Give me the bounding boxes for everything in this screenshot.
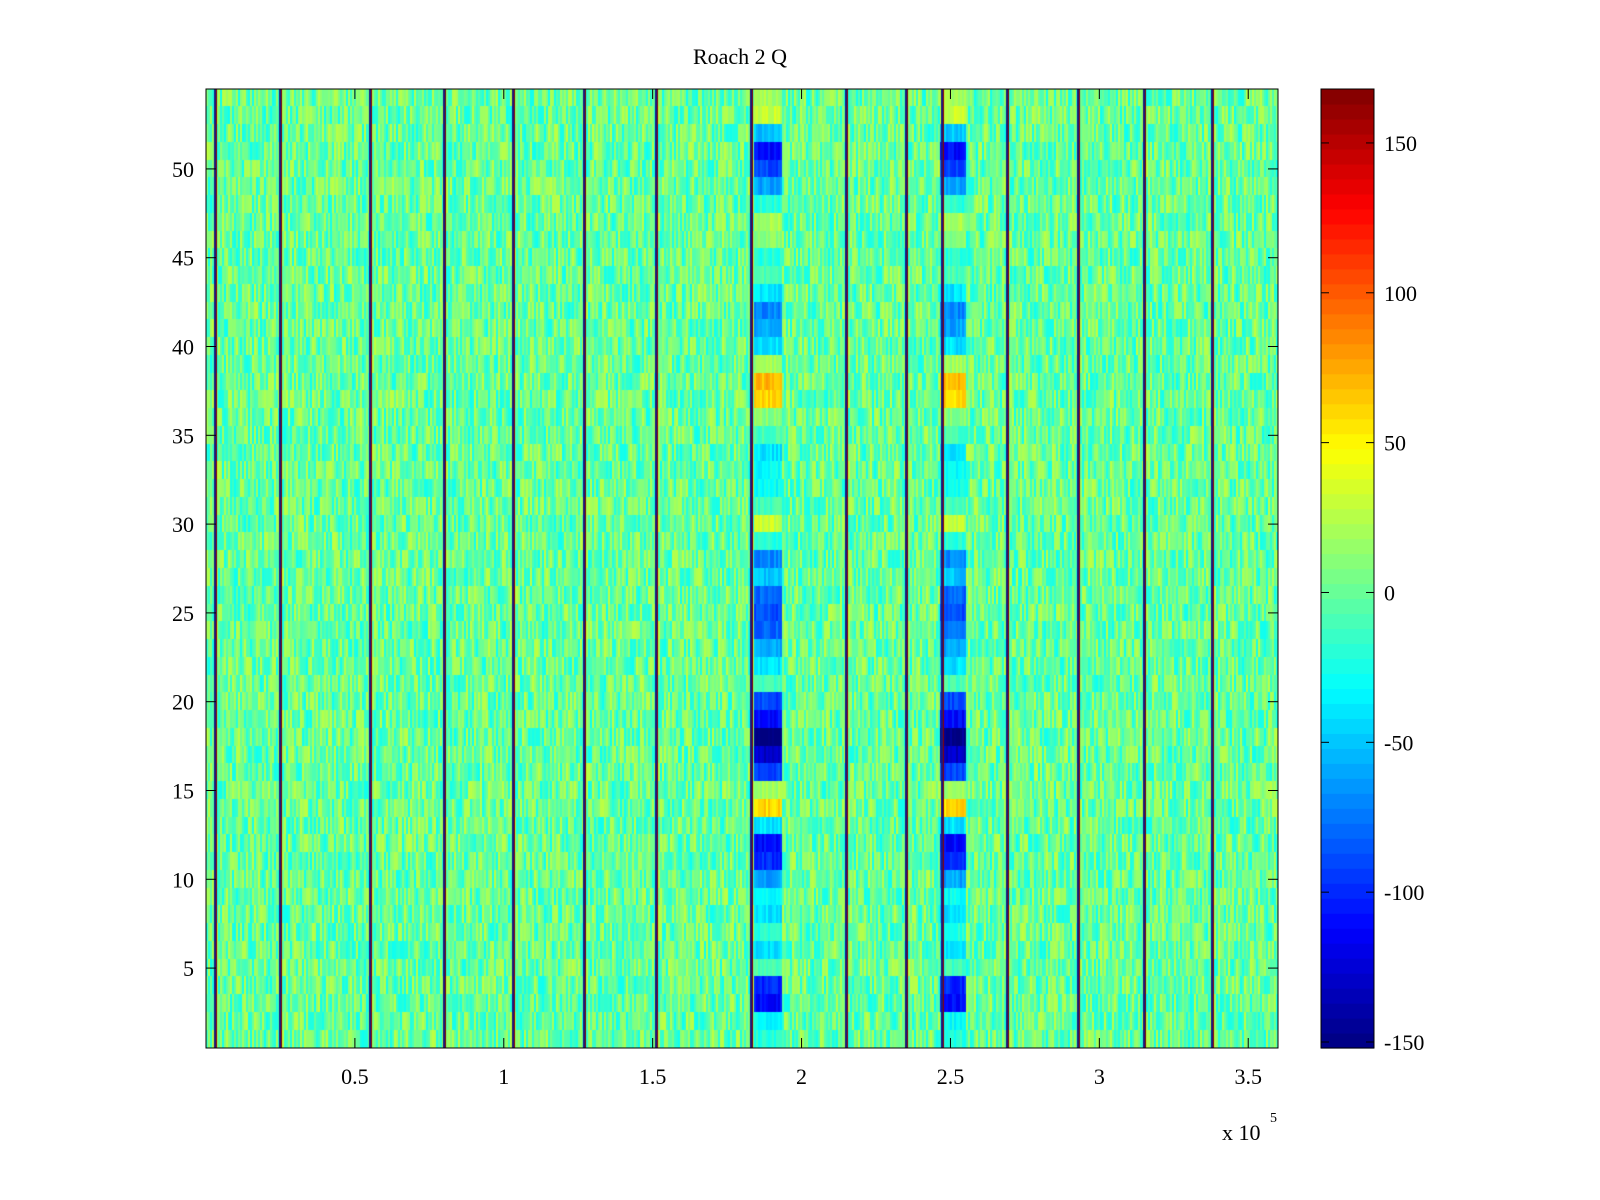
colorbar-segment xyxy=(1321,89,1374,105)
colorbar-segment xyxy=(1321,328,1374,345)
x-axis-exponent-label: x 10 xyxy=(1222,1120,1261,1145)
colorbar-segment xyxy=(1321,913,1374,929)
colorbar-segment xyxy=(1321,373,1374,390)
colorbar-segment xyxy=(1321,178,1374,195)
y-tick-label: 45 xyxy=(172,246,194,271)
colorbar-segment xyxy=(1321,658,1374,674)
colorbar-segment xyxy=(1321,283,1374,300)
x-tick-label: 1.5 xyxy=(639,1064,667,1089)
x-axis: 0.5 1 1.5 2 2.5 3 3.5 xyxy=(341,89,1262,1089)
colorbar-tick-label: 150 xyxy=(1384,131,1417,156)
y-axis: 5 10 15 20 25 30 35 40 45 50 xyxy=(172,157,1278,981)
colorbar-tick-label: 0 xyxy=(1384,580,1395,605)
colorbar-segment xyxy=(1321,958,1374,974)
x-tick-label: 3.5 xyxy=(1234,1064,1262,1089)
colorbar-segment xyxy=(1321,838,1374,854)
colorbar-segment xyxy=(1321,928,1374,944)
heatmap-plot-area xyxy=(205,88,1279,1049)
colorbar-segment xyxy=(1321,418,1374,435)
colorbar-segment xyxy=(1321,238,1374,255)
colorbar-segment xyxy=(1321,403,1374,420)
y-tick-label: 25 xyxy=(172,601,194,626)
colorbar-segment xyxy=(1321,223,1374,240)
colorbar-segment xyxy=(1321,673,1374,689)
colorbar-segment xyxy=(1321,688,1374,704)
colorbar-segment xyxy=(1321,748,1374,764)
colorbar-segment xyxy=(1321,103,1374,120)
colorbar-segment xyxy=(1321,583,1374,600)
colorbar-segment xyxy=(1321,268,1374,285)
colorbar-segment xyxy=(1321,208,1374,225)
colorbar-segment xyxy=(1321,253,1374,270)
colorbar-tick-label: 100 xyxy=(1384,281,1417,306)
colorbar-segment xyxy=(1321,118,1374,135)
colorbar-segment xyxy=(1321,808,1374,824)
y-tick-label: 10 xyxy=(172,867,194,892)
x-tick-label: 3 xyxy=(1094,1064,1105,1089)
colorbar-segment xyxy=(1321,538,1374,555)
colorbar-segment xyxy=(1321,853,1374,869)
colorbar-segment xyxy=(1321,388,1374,405)
colorbar-segment xyxy=(1321,358,1374,375)
colorbar-segment xyxy=(1321,163,1374,180)
colorbar-segment xyxy=(1321,148,1374,165)
colorbar-frame xyxy=(1320,88,1375,1049)
colorbar-segment xyxy=(1321,448,1374,465)
colorbar-tick-label: -150 xyxy=(1384,1030,1424,1055)
chart-title: Roach 2 Q xyxy=(693,44,787,69)
y-tick-label: 30 xyxy=(172,512,194,537)
colorbar-segment xyxy=(1321,763,1374,779)
colorbar-segment xyxy=(1321,598,1374,615)
x-tick-label: 1 xyxy=(498,1064,509,1089)
y-tick-label: 20 xyxy=(172,690,194,715)
colorbar-segment xyxy=(1321,988,1374,1004)
colorbar-segment xyxy=(1321,568,1374,585)
colorbar-segment xyxy=(1321,643,1374,660)
colorbar-segment xyxy=(1321,628,1374,645)
colorbar-tick-label: -50 xyxy=(1384,730,1413,755)
colorbar-segment xyxy=(1321,433,1374,450)
colorbar-segment xyxy=(1321,613,1374,630)
x-tick-label: 2.5 xyxy=(937,1064,965,1089)
colorbar-segment xyxy=(1321,793,1374,809)
heatmap-raster xyxy=(206,89,1278,1048)
y-tick-label: 50 xyxy=(172,157,194,182)
colorbar-segment xyxy=(1321,973,1374,989)
colorbar-segment xyxy=(1321,733,1374,749)
colorbar-segment xyxy=(1321,883,1374,899)
colorbar-segment xyxy=(1321,298,1374,315)
y-tick-label: 5 xyxy=(183,956,194,981)
colorbar-tick-label: 50 xyxy=(1384,431,1406,456)
colorbar-segment xyxy=(1321,1018,1374,1034)
colorbar-segment xyxy=(1321,1003,1374,1019)
colorbar-segment xyxy=(1321,193,1374,210)
colorbar-segment xyxy=(1321,868,1374,884)
colorbar-segment xyxy=(1321,553,1374,570)
colorbar-segment xyxy=(1321,1033,1374,1049)
colorbar-segment xyxy=(1321,343,1374,360)
colorbar-segment xyxy=(1321,703,1374,719)
colorbar-segment xyxy=(1321,493,1374,510)
colorbar-tick-label: -100 xyxy=(1384,880,1424,905)
colorbar: -150 -100 -50 0 50 100 150 xyxy=(1320,88,1424,1055)
colorbar-segment xyxy=(1321,133,1374,150)
colorbar-segment xyxy=(1321,463,1374,480)
x-tick-label: 2 xyxy=(796,1064,807,1089)
colorbar-segment xyxy=(1321,523,1374,540)
x-tick-label: 0.5 xyxy=(341,1064,369,1089)
colorbar-segment xyxy=(1321,718,1374,734)
y-tick-label: 15 xyxy=(172,778,194,803)
y-tick-label: 40 xyxy=(172,335,194,360)
colorbar-segment xyxy=(1321,313,1374,330)
colorbar-segment xyxy=(1321,478,1374,495)
colorbar-segment xyxy=(1321,898,1374,914)
x-axis-exponent-power: 5 xyxy=(1270,1111,1277,1126)
colorbar-segment xyxy=(1321,778,1374,794)
y-tick-label: 35 xyxy=(172,423,194,448)
colorbar-segment xyxy=(1321,508,1374,525)
plot-frame xyxy=(205,88,1279,1049)
colorbar-segment xyxy=(1321,943,1374,959)
colorbar-segment xyxy=(1321,823,1374,839)
